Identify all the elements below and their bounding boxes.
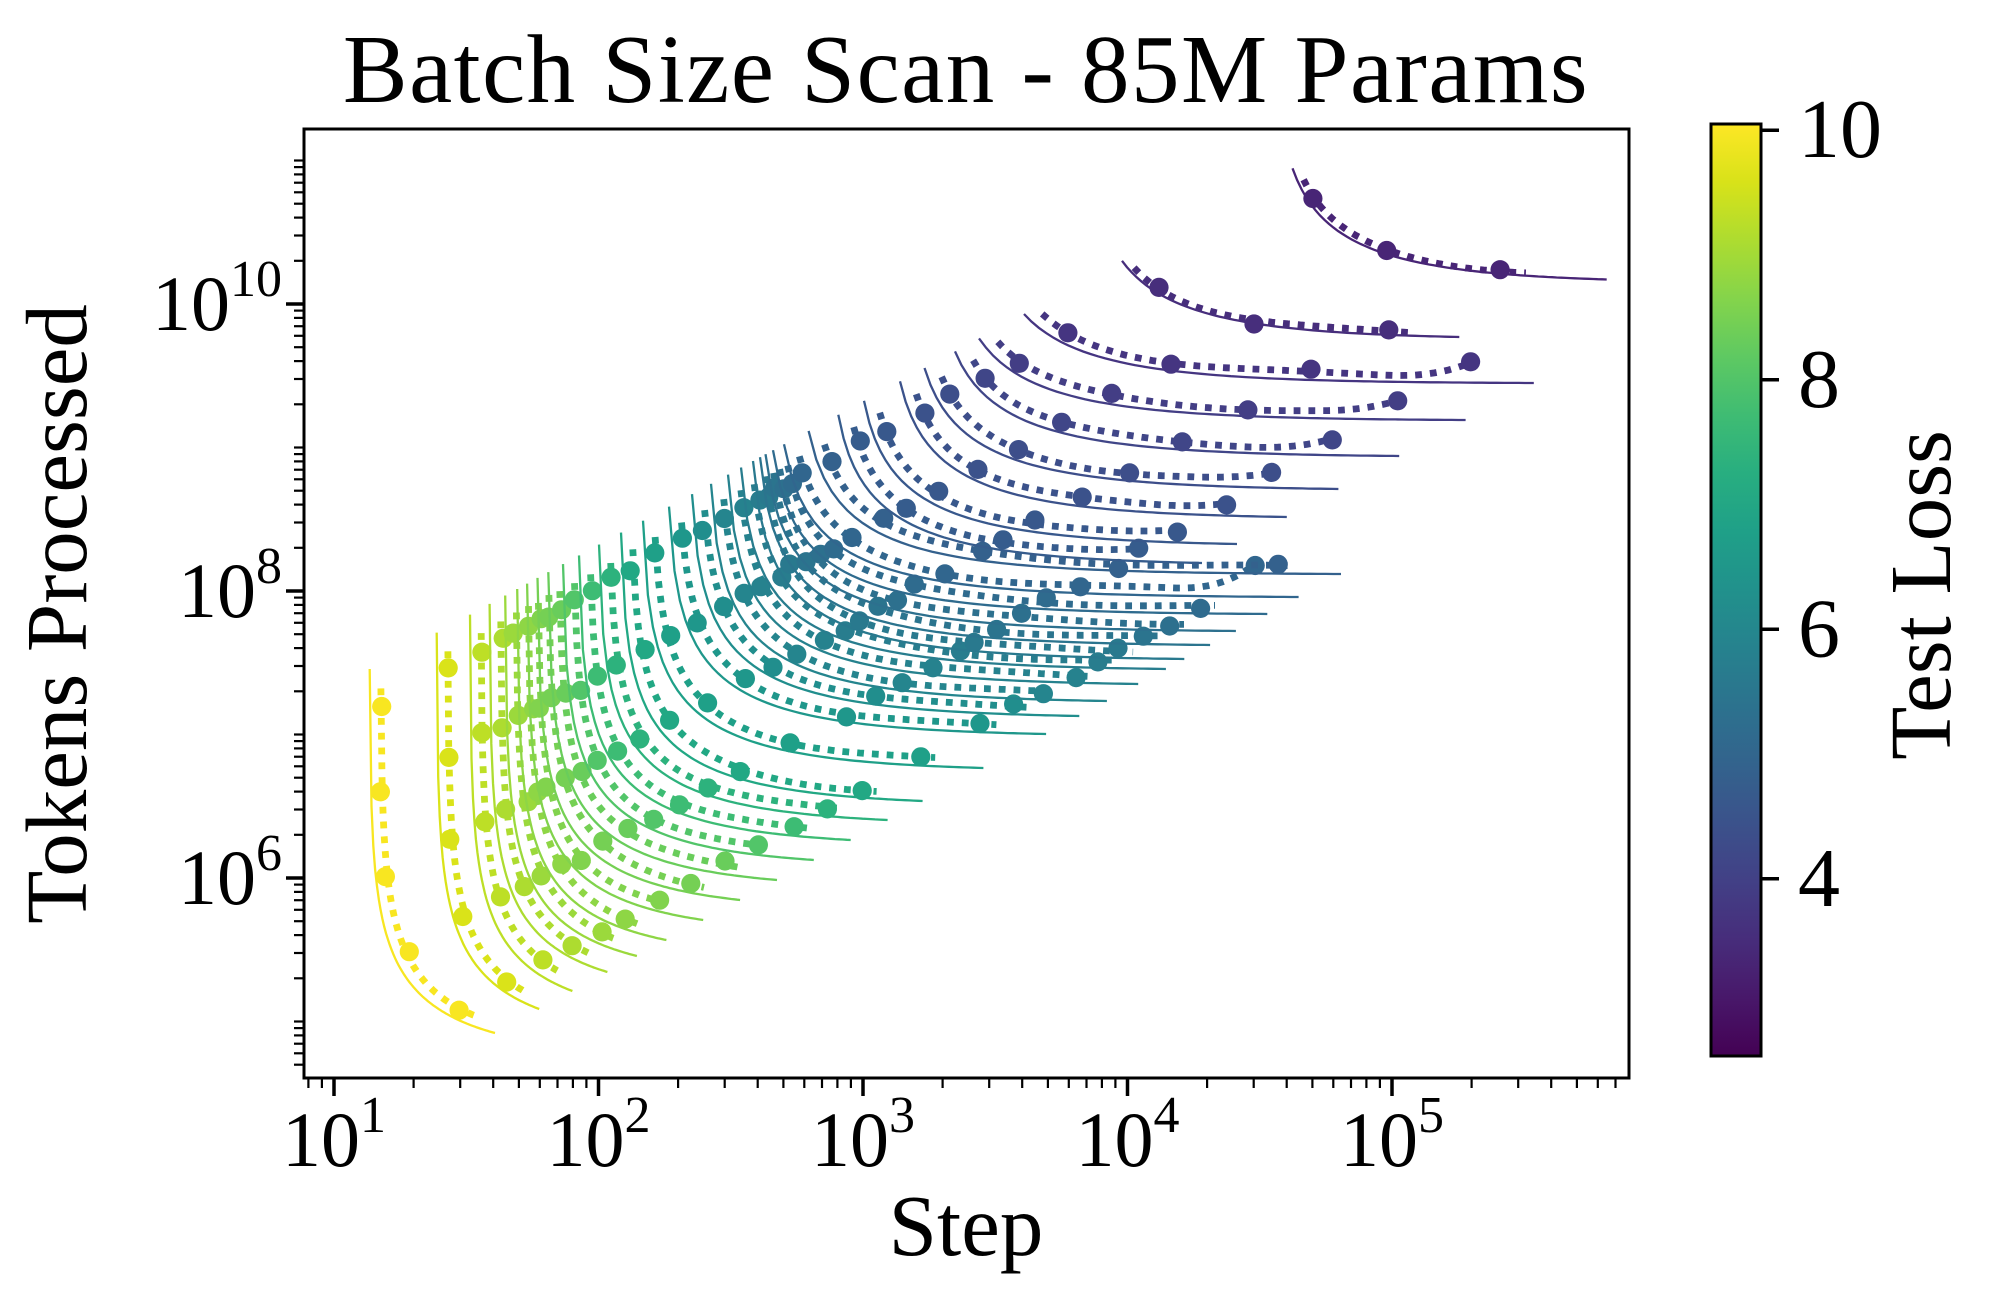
svg-text:1010: 1010: [152, 251, 282, 347]
svg-text:Step: Step: [889, 1177, 1044, 1274]
svg-text:Batch Size Scan - 85M Params: Batch Size Scan - 85M Params: [343, 16, 1589, 123]
svg-text:4: 4: [1798, 832, 1840, 925]
svg-text:6: 6: [1798, 582, 1840, 675]
svg-text:Tokens Processed: Tokens Processed: [8, 304, 105, 924]
svg-text:Test Loss: Test Loss: [1872, 430, 1969, 760]
svg-text:10: 10: [1798, 83, 1882, 176]
svg-text:8: 8: [1798, 333, 1840, 426]
svg-text:103: 103: [811, 1087, 915, 1183]
